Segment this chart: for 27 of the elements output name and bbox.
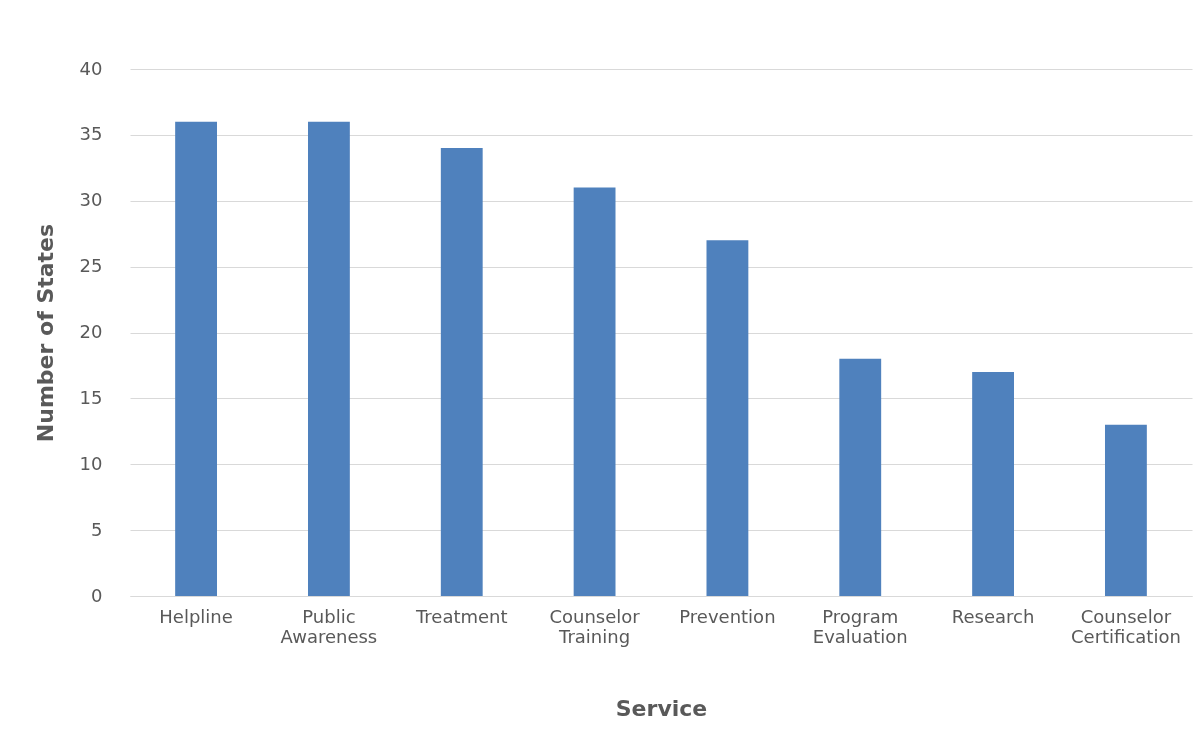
x-tick-label: Counselor Training	[549, 605, 641, 647]
y-axis-title: Number of States	[32, 223, 58, 443]
x-tick-label: Public Awareness	[280, 605, 378, 647]
y-tick-label: 20	[79, 321, 103, 342]
y-tick-label: 0	[91, 584, 103, 606]
x-tick-label: Prevention	[679, 605, 776, 627]
x-tick-label: Research	[951, 605, 1035, 627]
bar	[706, 240, 749, 596]
y-tick-label: 5	[91, 518, 103, 540]
y-tick-label: 10	[79, 452, 103, 474]
bar	[1104, 424, 1147, 596]
y-tick-label: 35	[79, 123, 103, 145]
bar	[440, 148, 483, 596]
x-tick-label: Helpline	[159, 605, 233, 627]
y-tick-label: 40	[79, 57, 103, 79]
bar	[573, 187, 616, 596]
bar	[175, 121, 218, 596]
y-tick-label: 15	[79, 386, 103, 408]
x-tick-label: Program Evaluation	[812, 605, 908, 647]
x-tick-label: Treatment	[414, 605, 508, 627]
x-axis-title: Service	[615, 695, 708, 721]
x-tick-label: Counselor Certification	[1070, 605, 1181, 647]
y-tick-label: 25	[79, 255, 103, 277]
y-tick-label: 30	[79, 189, 103, 211]
bar	[839, 358, 882, 596]
bar	[972, 372, 1014, 596]
bar	[308, 121, 350, 596]
